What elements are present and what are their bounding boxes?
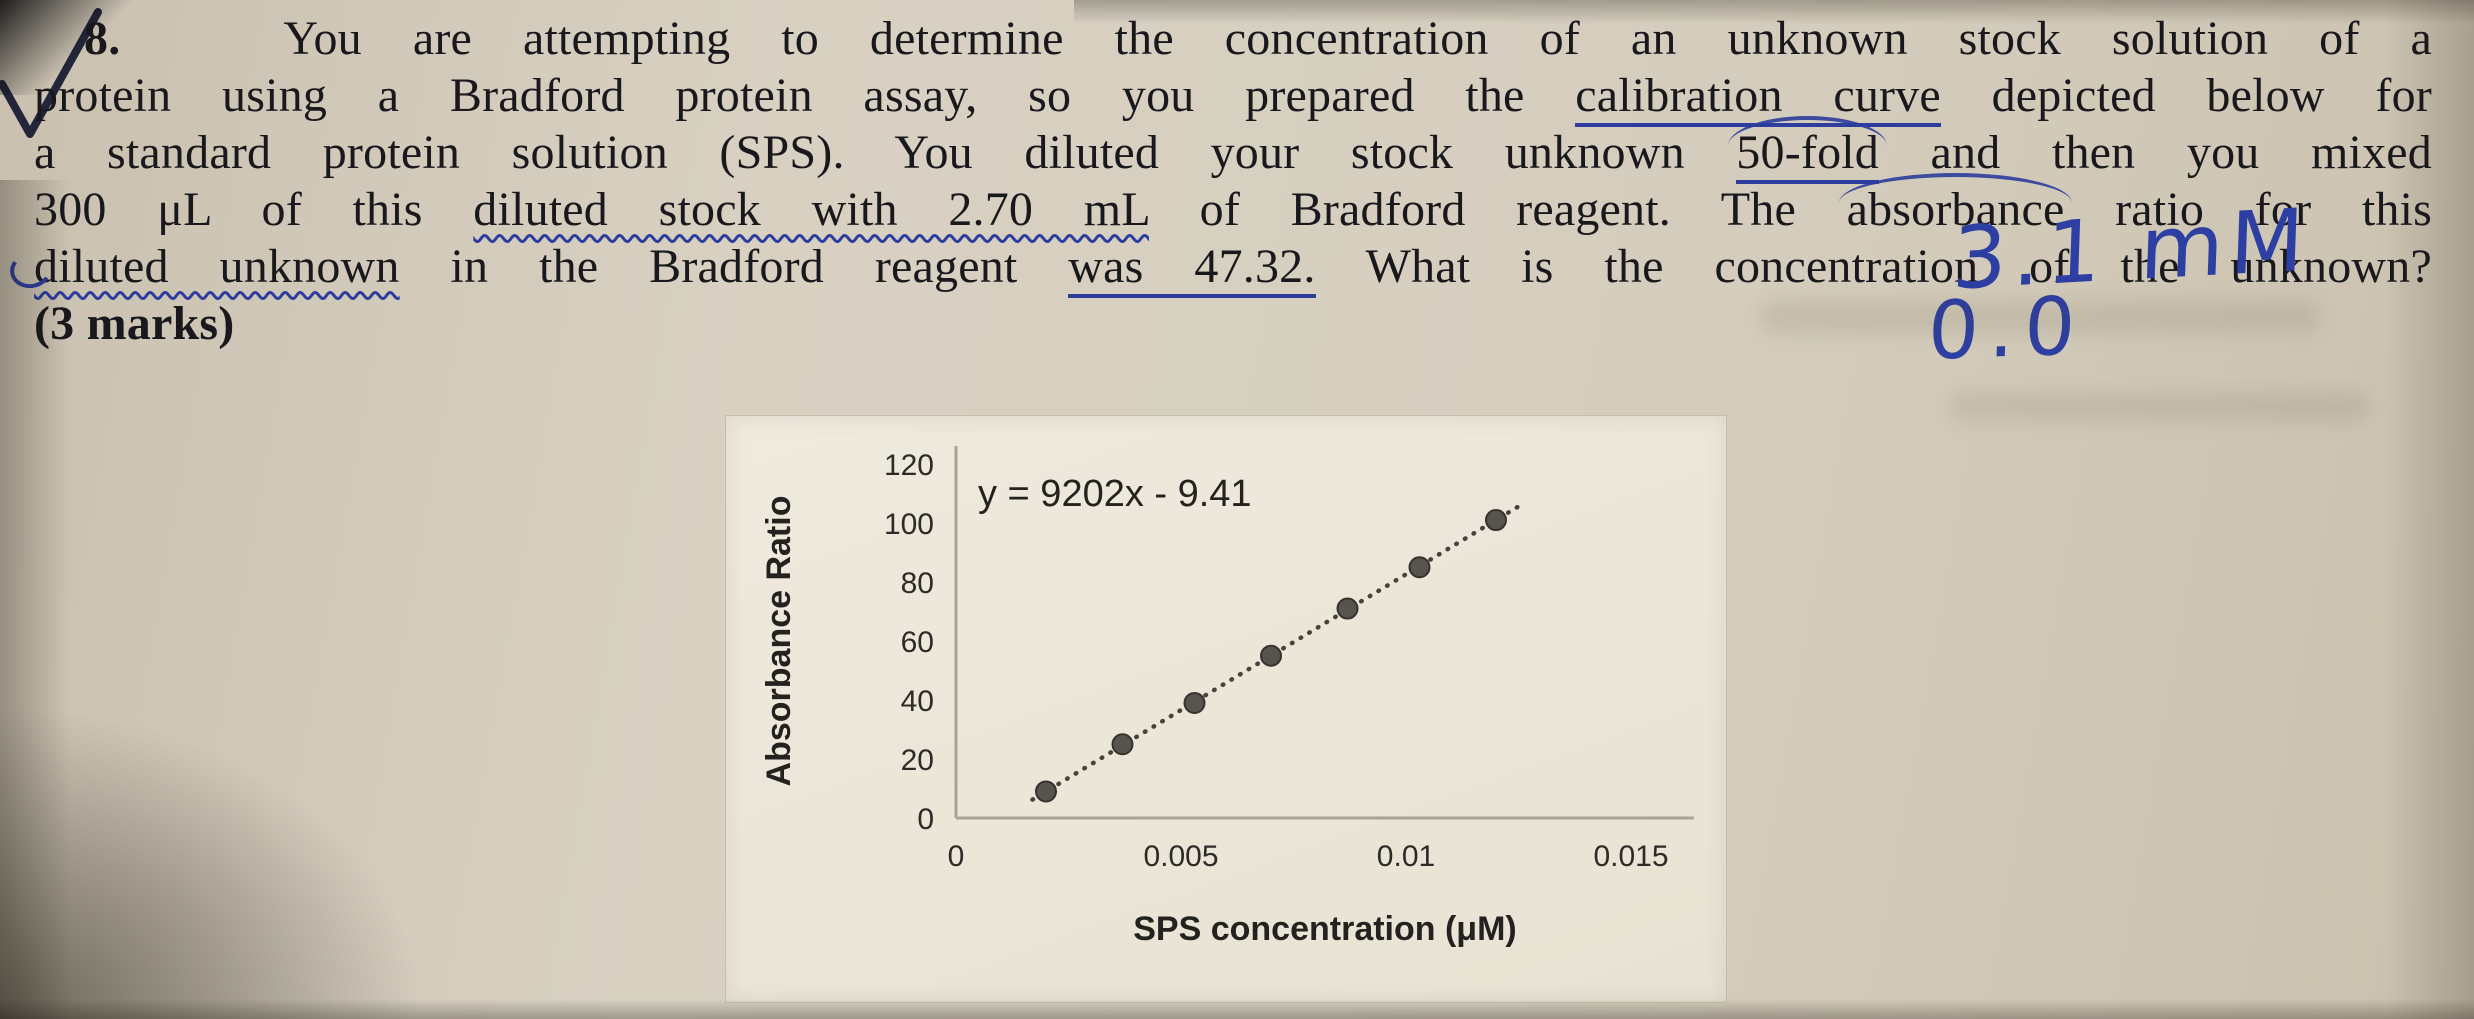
calibration-chart: 0 20 40 60 80 100 120 0 0.005 0.01 0.015 y = 9202x … bbox=[725, 415, 1727, 1003]
question-text-segment: 300 μL of this bbox=[34, 183, 474, 236]
pen-wavy-phrase-diluted-unknown: diluted unknown bbox=[34, 240, 400, 293]
y-tick-label: 80 bbox=[901, 567, 934, 600]
calibration-chart-svg: 0 20 40 60 80 100 120 0 0.005 0.01 0.015 y = 9202x … bbox=[760, 446, 1694, 948]
x-axis-title: SPS concentration (μM) bbox=[1133, 910, 1517, 948]
question-text-segment: a standard protein solution (SPS). You d… bbox=[34, 126, 1737, 179]
y-tick-label: 100 bbox=[884, 508, 934, 541]
y-tick-label: 20 bbox=[901, 744, 934, 777]
question-text-segment: of Bradford reagent. The bbox=[1149, 183, 1847, 236]
data-point-marker bbox=[1336, 597, 1359, 620]
pen-arc-phrase-absorbance: absorbance bbox=[1846, 183, 2065, 236]
y-tick-label: 40 bbox=[901, 685, 934, 718]
data-point-marker bbox=[1408, 556, 1431, 579]
x-tick-label: 0.005 bbox=[1143, 840, 1218, 873]
pen-wavy-phrase-diluted-stock: diluted stock with 2.70 mL bbox=[473, 183, 1150, 236]
data-point-marker bbox=[1485, 509, 1507, 532]
data-point-marker bbox=[1111, 733, 1134, 756]
data-point-marker bbox=[1183, 691, 1206, 714]
question-text-segment: depicted below for bbox=[1940, 69, 2432, 122]
y-tick-label: 60 bbox=[901, 626, 934, 659]
pen-marked-phrase-50-fold: 50-fold bbox=[1736, 126, 1880, 184]
pen-underlined-phrase-calibration-curve: calibration curve bbox=[1575, 69, 1941, 127]
question-text-segment: protein using a Bradford protein assay, … bbox=[34, 69, 1576, 122]
question-line-2: protein using a Bradford protein assay, … bbox=[34, 67, 2432, 127]
question-line-4: 300 μL of this diluted stock with 2.70 m… bbox=[34, 181, 2432, 238]
x-tick-label: 0.015 bbox=[1593, 840, 1668, 873]
question-line-6: (3 marks) bbox=[34, 295, 2432, 352]
question-line-5: diluted unknown in the Bradford reagent … bbox=[34, 238, 2432, 298]
data-point-marker bbox=[1035, 780, 1057, 803]
question-text-segment: You are attempting to determine the conc… bbox=[283, 12, 2432, 65]
photo-shadow-bottom-left bbox=[0, 679, 460, 1019]
x-tick-label: 0 bbox=[948, 840, 965, 873]
question-line-3: a standard protein solution (SPS). You d… bbox=[34, 124, 2432, 184]
question-line-1: 8. You are attempting to determine the co… bbox=[34, 10, 2432, 67]
pen-underlined-phrase-4732: was 47.32. bbox=[1068, 240, 1316, 298]
data-point-marker bbox=[1260, 644, 1282, 667]
y-tick-label: 120 bbox=[884, 449, 934, 482]
y-axis-title: Absorbance Ratio bbox=[760, 496, 798, 787]
x-tick-label: 0.01 bbox=[1377, 840, 1435, 873]
question-text-segment: and then you mixed bbox=[1879, 126, 2432, 179]
question-text-segment: in the Bradford reagent bbox=[399, 240, 1069, 293]
question-number: 8. bbox=[84, 12, 121, 65]
trendline-equation-label: y = 9202x - 9.41 bbox=[978, 473, 1252, 515]
question-text-segment: ratio for this bbox=[2064, 183, 2433, 236]
ink-bleed-through bbox=[1760, 300, 2320, 334]
question-paragraph: 8. You are attempting to determine the co… bbox=[34, 10, 2432, 352]
question-text-segment: What is the concentration of the unknown… bbox=[1315, 240, 2432, 293]
trendline-dotted bbox=[1030, 501, 1526, 802]
y-tick-label: 0 bbox=[917, 803, 934, 836]
ink-bleed-through bbox=[1950, 392, 2370, 422]
marks-label: (3 marks) bbox=[34, 297, 235, 350]
